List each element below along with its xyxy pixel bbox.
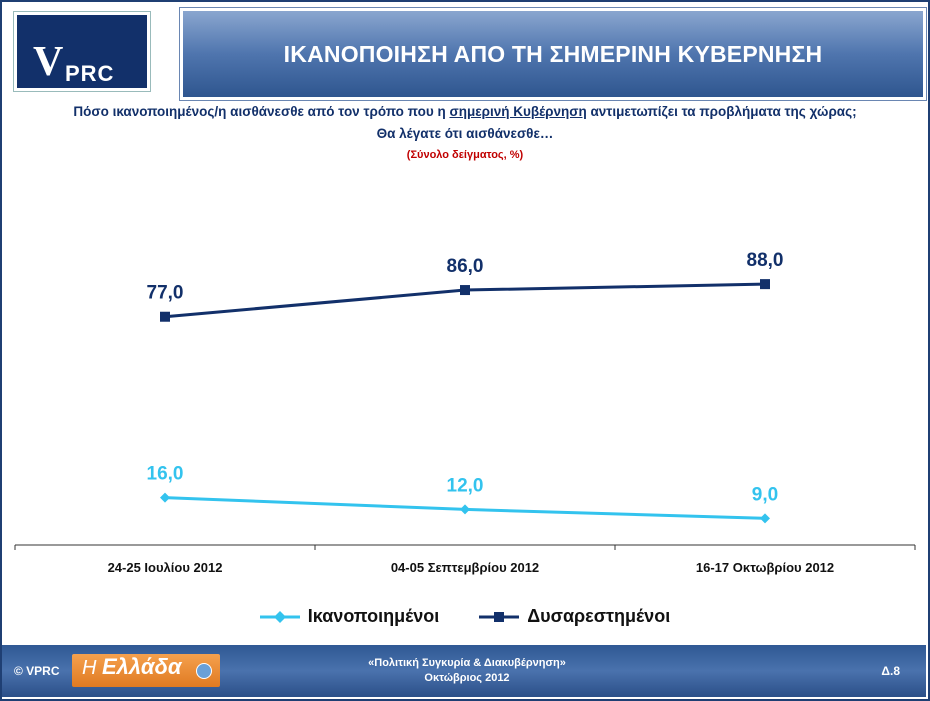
data-point-marker: [760, 279, 770, 290]
footer-line-2: Οκτώβριος 2012: [424, 672, 510, 684]
logo-v: V: [33, 39, 64, 85]
data-point-marker: [160, 492, 170, 503]
question-underlined: σημερινή Κυβέρνηση: [449, 104, 587, 119]
data-label: 9,0: [752, 484, 778, 505]
footer-center: «Πολιτική Συγκυρία & Διακυβέρνηση» Οκτώβ…: [302, 656, 632, 686]
footer-bar: © VPRC Η Ελλάδα «Πολιτική Συγκυρία & Δια…: [2, 645, 926, 697]
question-part-1: Πόσο ικανοποιημένος/η αισθάνεσθε από τον…: [73, 104, 450, 119]
data-label: 12,0: [447, 475, 484, 496]
question-line-1: Πόσο ικανοποιημένος/η αισθάνεσθε από τον…: [0, 104, 930, 119]
legend-label-dissatisfied: Δυσαρεστημένοι: [527, 606, 671, 626]
data-label: 16,0: [147, 464, 184, 485]
question-part-2: αντιμετωπίζει τα προβλήματα της χώρας;: [586, 104, 857, 119]
data-label: 86,0: [447, 256, 484, 277]
logo-prc: PRC: [65, 61, 115, 86]
page-title: ΙΚΑΝΟΠΟΙΗΣΗ ΑΠΟ ΤΗ ΣΗΜΕΡΙΝΗ ΚΥΒΕΡΝΗΣΗ: [283, 40, 823, 67]
footer-copyright: © VPRC: [14, 664, 60, 678]
legend-swatch-satisfied: [259, 610, 300, 623]
x-tick-label: 24-25 Ιουλίου 2012: [108, 560, 223, 575]
legend-item-satisfied: Ικανοποιημένοι: [259, 606, 440, 627]
data-label: 77,0: [147, 283, 184, 304]
line-chart: 24-25 Ιουλίου 2012 04-05 Σεπτεμβρίου 2012…: [14, 250, 916, 575]
title-bar: ΙΚΑΝΟΠΟΙΗΣΗ ΑΠΟ ΤΗ ΣΗΜΕΡΙΝΗ ΚΥΒΕΡΝΗΣΗ: [179, 7, 927, 101]
vprc-logo: V PRC: [13, 11, 151, 92]
ellada-word: Ελλάδα: [102, 654, 182, 679]
legend-item-dissatisfied: Δυσαρεστημένοι: [479, 606, 670, 627]
question-line-2: Θα λέγατε ότι αισθάνεσθε…: [376, 126, 554, 141]
data-point-marker: [460, 504, 470, 515]
data-point-marker: [760, 513, 770, 524]
chart-legend: Ικανοποιημένοι Δυσαρεστημένοι: [0, 606, 930, 627]
sample-note: (Σύνολο δείγματος, %): [406, 149, 524, 161]
globe-icon: [196, 663, 212, 679]
data-point-marker: [460, 285, 470, 296]
ellada-h: Η: [82, 657, 97, 679]
legend-label-satisfied: Ικανοποιημένοι: [307, 606, 440, 626]
data-label: 88,0: [747, 250, 784, 271]
ellada-logo: Η Ελλάδα: [72, 654, 220, 687]
legend-swatch-dissatisfied: [479, 611, 520, 622]
footer-line-1: «Πολιτική Συγκυρία & Διακυβέρνηση»: [368, 657, 566, 669]
x-tick-label: 04-05 Σεπτεμβρίου 2012: [391, 560, 539, 575]
data-point-marker: [160, 311, 170, 322]
page-number: Δ.8: [881, 664, 900, 678]
x-tick-label: 16-17 Οκτωβρίου 2012: [696, 560, 834, 575]
